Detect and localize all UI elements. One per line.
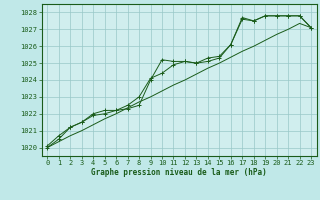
X-axis label: Graphe pression niveau de la mer (hPa): Graphe pression niveau de la mer (hPa) (91, 168, 267, 177)
